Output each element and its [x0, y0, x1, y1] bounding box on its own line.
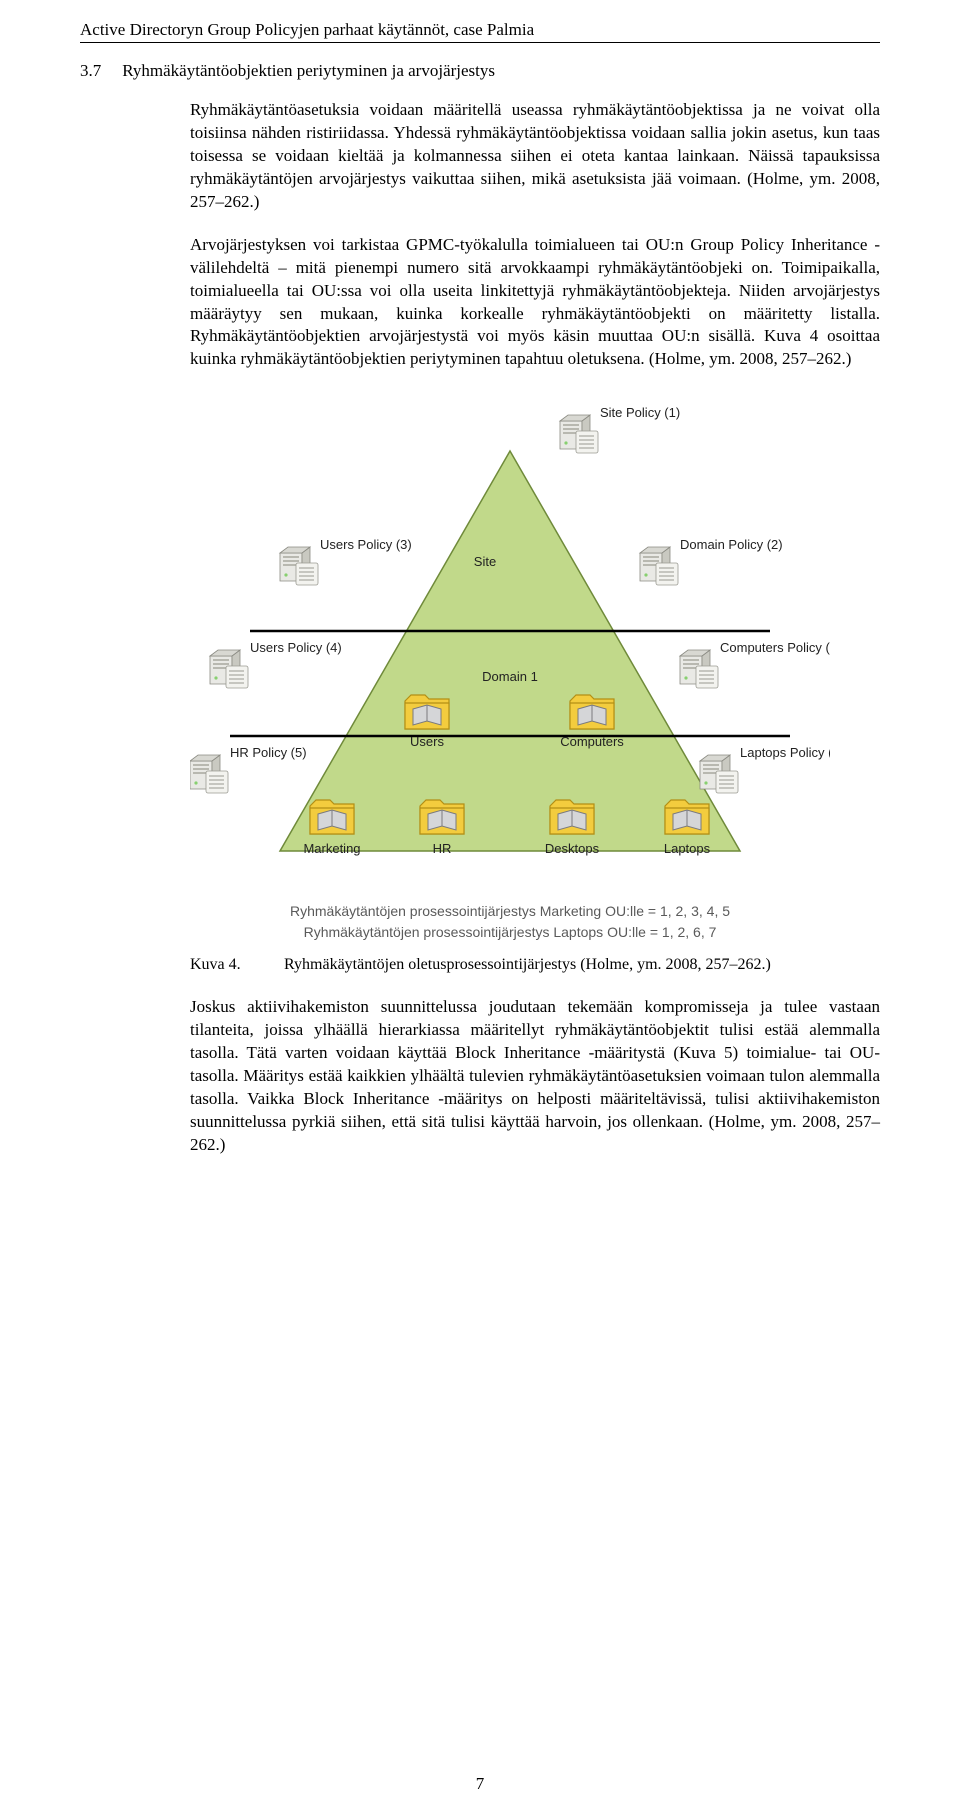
- diagram-container: Site Domain 1 Site Policy (1) Users Policy …: [190, 391, 830, 942]
- svg-text:Site: Site: [474, 554, 496, 569]
- document-page: Active Directoryn Group Policyjen parhaa…: [0, 0, 960, 1814]
- section-heading: 3.7 Ryhmäkäytäntöobjektien periytyminen …: [80, 61, 880, 81]
- svg-text:Computers Policy (6): Computers Policy (6): [720, 640, 830, 655]
- hierarchy-diagram: Site Domain 1 Site Policy (1) Users Policy …: [190, 391, 830, 891]
- svg-text:Laptops Policy (7): Laptops Policy (7): [740, 745, 830, 760]
- paragraph-2: Arvojärjestyksen voi tarkistaa GPMC-työk…: [190, 234, 880, 372]
- figure-number: Kuva 4.: [190, 956, 280, 974]
- running-header: Active Directoryn Group Policyjen parhaa…: [80, 20, 880, 43]
- diagram-caption: Ryhmäkäytäntöjen prosessointijärjestys M…: [190, 901, 830, 942]
- figure-caption: Kuva 4. Ryhmäkäytäntöjen oletusprosessoi…: [190, 956, 880, 974]
- svg-text:Users Policy (3): Users Policy (3): [320, 537, 412, 552]
- svg-text:HR: HR: [433, 841, 452, 856]
- svg-text:HR Policy (5): HR Policy (5): [230, 745, 307, 760]
- diagram-caption-line-2: Ryhmäkäytäntöjen prosessointijärjestys L…: [190, 922, 830, 942]
- paragraph-1: Ryhmäkäytäntöasetuksia voidaan määritell…: [190, 99, 880, 214]
- svg-text:Desktops: Desktops: [545, 841, 600, 856]
- svg-text:Users: Users: [410, 734, 444, 749]
- paragraph-3: Joskus aktiivihakemiston suunnittelussa …: [190, 996, 880, 1157]
- page-number: 7: [0, 1774, 960, 1794]
- svg-text:Domain Policy (2): Domain Policy (2): [680, 537, 783, 552]
- section-number: 3.7: [80, 61, 118, 81]
- svg-text:Computers: Computers: [560, 734, 624, 749]
- svg-text:Domain 1: Domain 1: [482, 669, 538, 684]
- svg-text:Site Policy (1): Site Policy (1): [600, 405, 680, 420]
- svg-text:Laptops: Laptops: [664, 841, 711, 856]
- svg-text:Marketing: Marketing: [303, 841, 360, 856]
- svg-text:Users Policy (4): Users Policy (4): [250, 640, 342, 655]
- figure-caption-text: Ryhmäkäytäntöjen oletusprosessointijärje…: [284, 956, 771, 973]
- section-title: Ryhmäkäytäntöobjektien periytyminen ja a…: [122, 61, 495, 80]
- diagram-caption-line-1: Ryhmäkäytäntöjen prosessointijärjestys M…: [190, 901, 830, 921]
